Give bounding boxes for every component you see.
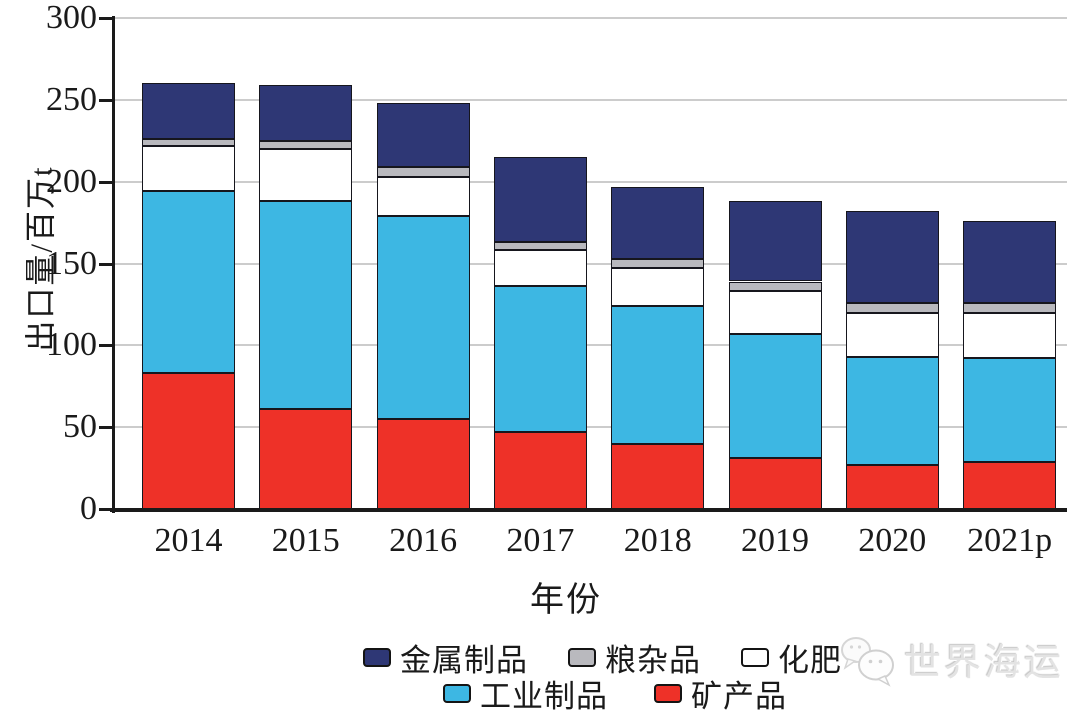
x-axis-title: 年份 [530, 582, 602, 619]
x-tick-label-2020: 2020 [858, 522, 927, 559]
grid-line-50 [112, 426, 1067, 429]
y-axis-tick-50 [99, 426, 112, 430]
x-tick-label-2016: 2016 [389, 522, 458, 559]
x-tick-label-2014: 2014 [154, 522, 223, 559]
bar-segment-2016-化肥 [376, 176, 470, 217]
bar-segment-2014-粮杂品 [142, 139, 235, 146]
bar-segment-2021p-金属制品 [963, 220, 1057, 303]
bar-segment-2021p-化肥 [963, 312, 1057, 359]
bar-segment-2017-工业制品 [493, 286, 587, 433]
bar-segment-2020-矿产品 [845, 464, 939, 509]
y-axis-title: 出口量/百万t [23, 164, 59, 352]
bar-segment-2017-矿产品 [493, 432, 587, 509]
bar-segment-2015-粮杂品 [259, 140, 353, 149]
x-tick-label-2017: 2017 [506, 522, 575, 559]
y-axis-line [112, 16, 115, 513]
bar-segment-2015-矿产品 [259, 409, 353, 509]
grid-line-250 [112, 98, 1067, 101]
legend-label-mineral: 矿产品 [691, 679, 787, 714]
y-tick-label-300: 300 [46, 0, 97, 36]
bar-segment-2016-矿产品 [376, 418, 470, 509]
bar-segment-2014-化肥 [142, 145, 235, 192]
grid-line-100 [112, 344, 1067, 347]
y-tick-label-200: 200 [46, 162, 97, 200]
legend-swatch-industrial [443, 684, 471, 703]
x-tick-label-2018: 2018 [623, 522, 692, 559]
y-tick-label-50: 50 [63, 408, 97, 446]
bar-segment-2017-金属制品 [493, 157, 587, 243]
legend-label-grain: 粮杂品 [605, 643, 701, 678]
y-axis-tick-300 [99, 17, 112, 20]
y-axis-tick-0 [99, 508, 112, 511]
bar-segment-2016-金属制品 [376, 103, 470, 167]
legend-item-grain: 粮杂品 [568, 635, 701, 680]
bar-segment-2017-粮杂品 [493, 242, 587, 251]
bar-segment-2018-矿产品 [611, 443, 705, 509]
legend-label-industrial: 工业制品 [480, 679, 608, 714]
bar-segment-2020-粮杂品 [845, 302, 939, 313]
bar-segment-2016-工业制品 [376, 216, 470, 419]
legend-label-metal: 金属制品 [400, 643, 528, 678]
bar-segment-2017-化肥 [493, 250, 587, 287]
bar-segment-2018-工业制品 [611, 306, 705, 444]
bar-segment-2021p-矿产品 [963, 461, 1057, 509]
legend-item-mineral: 矿产品 [654, 671, 787, 716]
bar-segment-2019-化肥 [728, 291, 822, 334]
bar-segment-2019-矿产品 [728, 458, 822, 509]
watermark: 世界海运 [836, 628, 1064, 690]
bar-segment-2020-金属制品 [845, 211, 939, 303]
bar-segment-2018-金属制品 [611, 186, 705, 259]
y-tick-label-150: 150 [46, 244, 97, 282]
bar-segment-2021p-工业制品 [963, 358, 1057, 462]
legend-item-industrial: 工业制品 [443, 671, 608, 716]
x-tick-label-2015: 2015 [271, 522, 340, 559]
bar-segment-2021p-粮杂品 [963, 302, 1057, 313]
grid-line-300 [112, 17, 1067, 19]
legend-swatch-grain [568, 648, 596, 667]
bar-segment-2014-工业制品 [142, 191, 235, 374]
y-axis-tick-150 [99, 262, 112, 266]
legend-item-fertilizer: 化肥 [741, 635, 842, 680]
bar-segment-2016-粮杂品 [376, 166, 470, 177]
bar-segment-2018-化肥 [611, 268, 705, 307]
bar-segment-2019-工业制品 [728, 333, 822, 459]
legend-swatch-metal [363, 648, 391, 667]
bar-segment-2014-金属制品 [142, 83, 235, 140]
y-tick-label-100: 100 [46, 326, 97, 364]
y-tick-label-0: 0 [80, 490, 97, 527]
bar-segment-2020-化肥 [845, 312, 939, 357]
y-tick-label-250: 250 [46, 80, 97, 118]
legend-item-metal: 金属制品 [363, 635, 528, 680]
grid-line-200 [112, 180, 1067, 183]
bar-segment-2019-粮杂品 [728, 281, 822, 292]
legend-label-fertilizer: 化肥 [778, 643, 842, 678]
y-axis-tick-200 [99, 180, 112, 184]
bar-segment-2015-金属制品 [259, 85, 353, 141]
wechat-chat-bubbles-icon [841, 637, 894, 687]
y-axis-tick-250 [99, 98, 112, 102]
bar-segment-2019-金属制品 [728, 201, 822, 282]
legend-row-1: 金属制品 粮杂品 化肥 [363, 635, 842, 680]
legend-swatch-fertilizer [741, 648, 769, 667]
grid-line-150 [112, 262, 1067, 265]
legend-row-2: 工业制品 矿产品 [443, 671, 787, 716]
x-tick-label-2021p: 2021p [967, 522, 1053, 559]
legend-swatch-mineral [654, 684, 682, 703]
bar-segment-2018-粮杂品 [611, 258, 705, 269]
bar-segment-2020-工业制品 [845, 356, 939, 465]
bar-segment-2015-化肥 [259, 148, 353, 202]
watermark-text: 世界海运 [904, 643, 1064, 684]
x-axis-line [110, 508, 1067, 512]
y-axis-tick-100 [99, 344, 112, 348]
bar-segment-2015-工业制品 [259, 201, 353, 410]
bar-segment-2014-矿产品 [142, 373, 235, 509]
x-tick-label-2019: 2019 [741, 522, 809, 559]
